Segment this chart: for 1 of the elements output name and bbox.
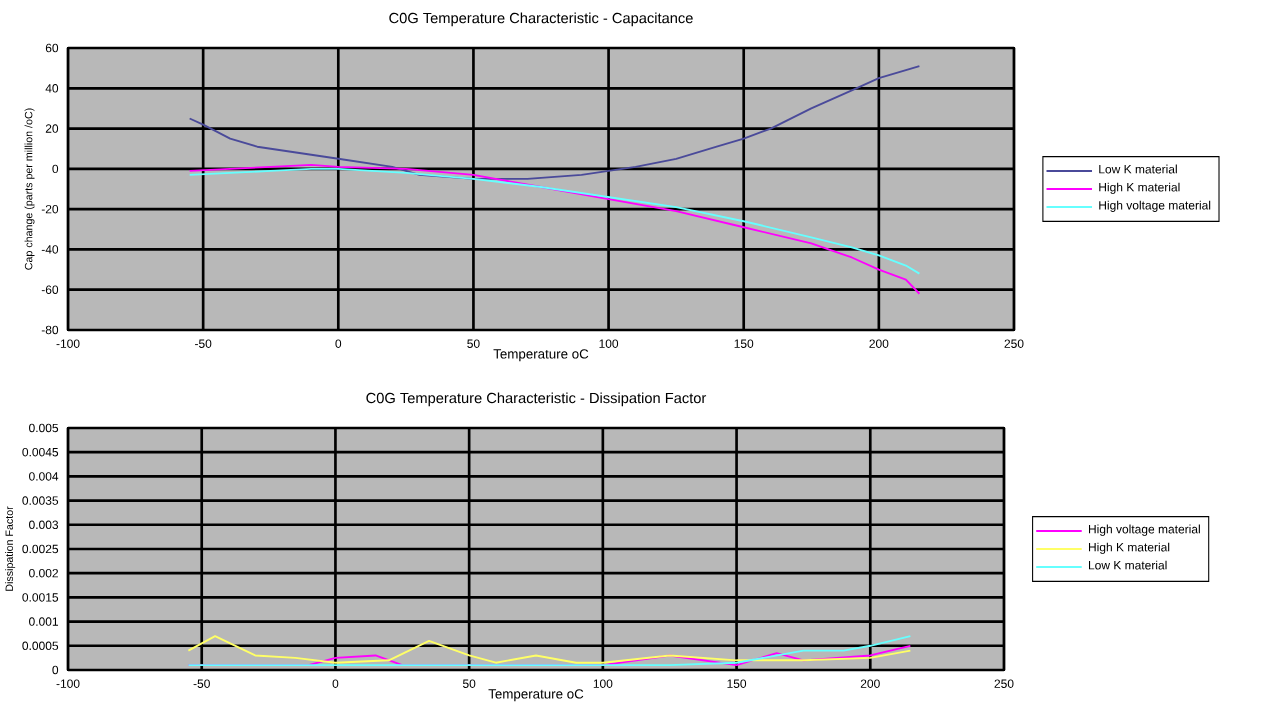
line-series bbox=[188, 163, 921, 295]
